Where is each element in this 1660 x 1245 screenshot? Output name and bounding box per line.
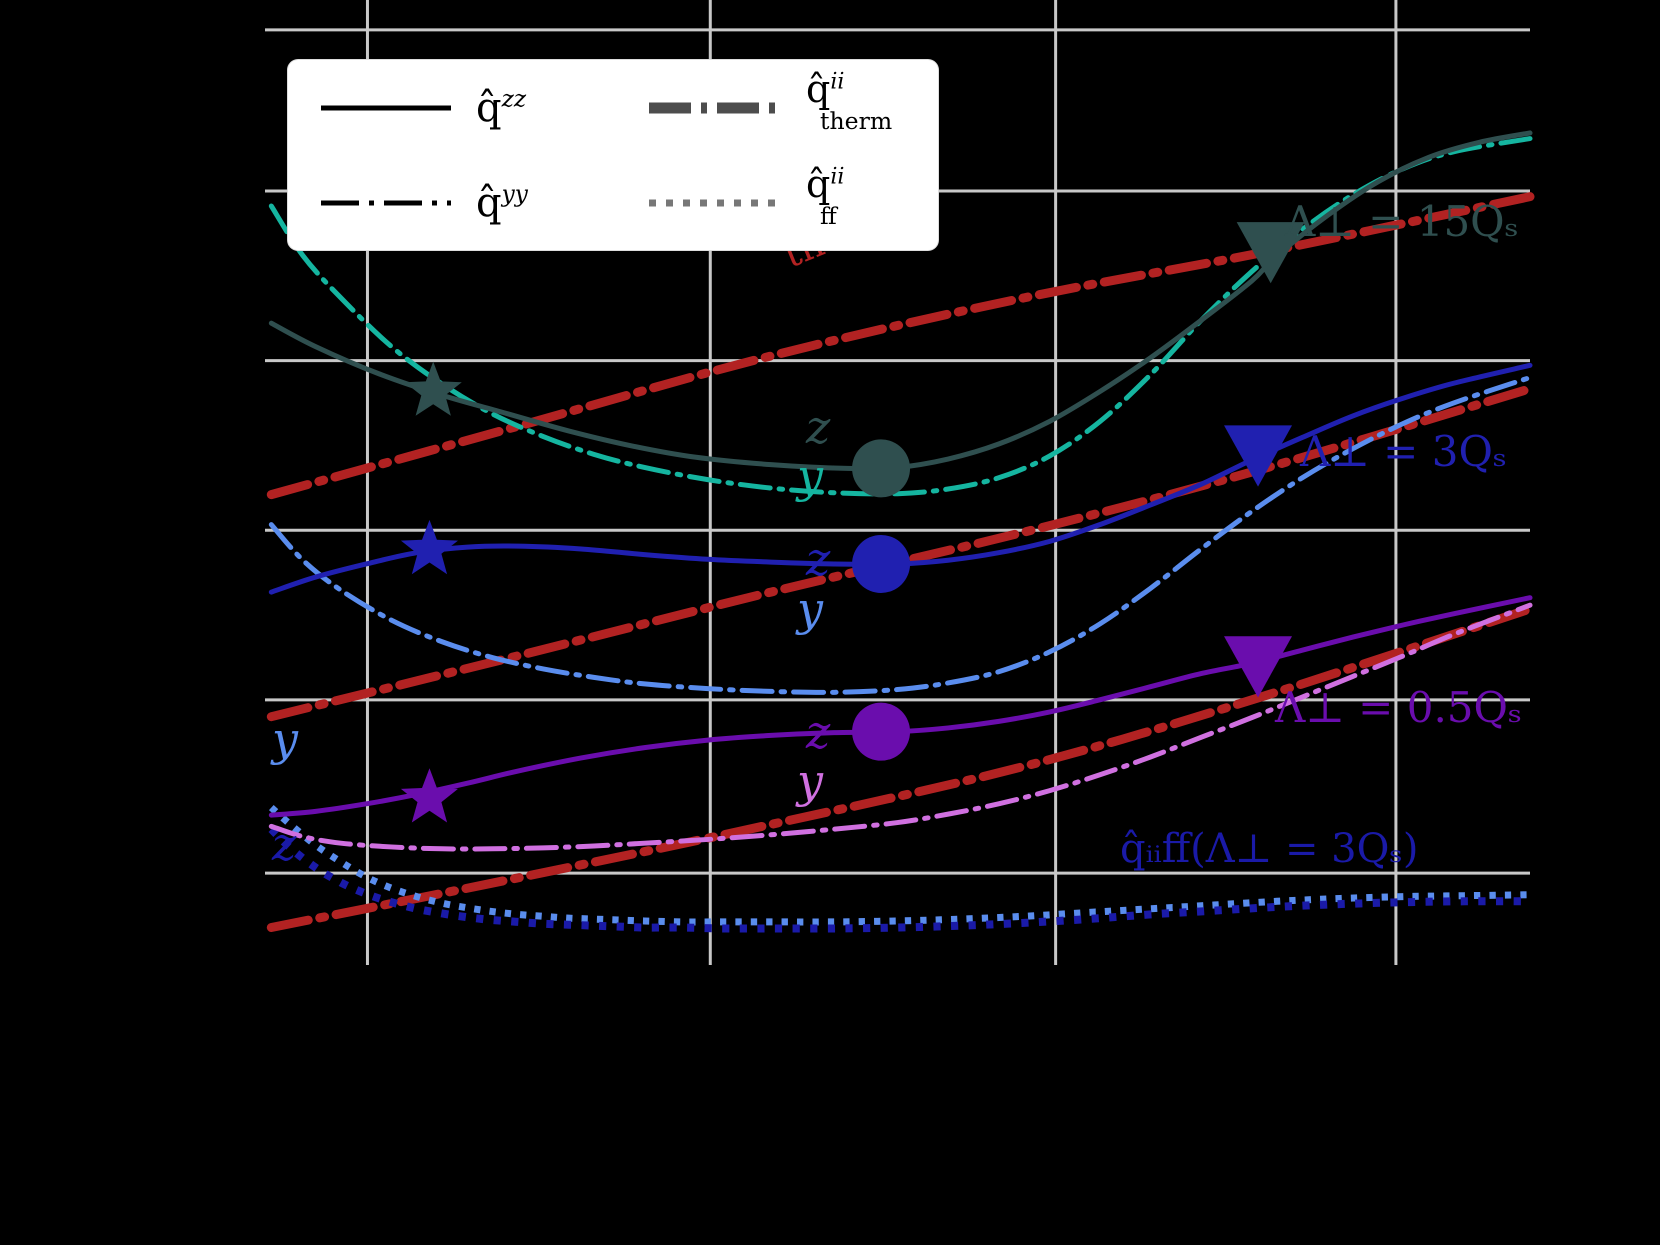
marker-triangle-qzz_15Qs xyxy=(1236,222,1305,284)
label-y-15qs: y xyxy=(795,449,824,503)
label-z-ff: z xyxy=(271,817,297,871)
legend-label-q-yy: q̂yy xyxy=(476,179,528,226)
legend-swatch-q-zz xyxy=(296,96,476,120)
legend-box: q̂zz q̂ii therm q̂yy q̂ii ff xyxy=(288,60,938,250)
series-thermal_05Qs xyxy=(266,604,1535,933)
marker-star-qzz_15Qs xyxy=(404,361,462,416)
label-y-3qs: y xyxy=(795,582,824,636)
series-qff_yy_3Qs xyxy=(268,804,1531,926)
marker-star-qzz_05Qs xyxy=(400,768,458,823)
legend-swatch-q-therm xyxy=(626,95,806,121)
marker-triangle-qzz_3Qs xyxy=(1224,425,1293,487)
series-qyy_05Qs xyxy=(268,602,1533,852)
marker-circle-qzz_05Qs xyxy=(852,702,911,761)
series-qyy_3Qs xyxy=(268,375,1533,695)
label-y-05qs: y xyxy=(795,754,824,808)
lambda-15qs: Λ⊥ = 15Qₛ xyxy=(1284,197,1519,246)
label-z-15qs: z xyxy=(805,400,831,454)
legend-label-q-therm: q̂ii therm xyxy=(806,67,893,135)
legend-swatch-q-yy xyxy=(296,191,476,215)
marker-circle-qzz_3Qs xyxy=(852,534,911,593)
label-z-05qs: z xyxy=(805,705,831,759)
marker-circle-qzz_15Qs xyxy=(852,439,911,498)
lambda-3qs: Λ⊥ = 3Qₛ xyxy=(1299,427,1507,476)
marker-star-qzz_3Qs xyxy=(400,519,458,575)
series-qzz_3Qs xyxy=(268,362,1533,595)
legend-swatch-q-ff xyxy=(626,191,806,215)
series-markers xyxy=(400,222,1305,823)
legend-label-q-zz: q̂zz xyxy=(476,84,527,131)
series-qzz_05Qs xyxy=(268,595,1533,818)
series-qff_zz_3Qs xyxy=(268,826,1531,933)
data-curves xyxy=(266,130,1535,933)
series-qzz_15Qs xyxy=(268,130,1533,472)
label-z-3qs: z xyxy=(805,532,831,586)
lambda-05qs: Λ⊥ = 0.5Qₛ xyxy=(1274,683,1522,732)
marker-triangle-qzz_05Qs xyxy=(1224,636,1293,698)
label-y-ff: y xyxy=(270,712,299,766)
legend-label-q-ff: q̂ii ff xyxy=(806,162,845,230)
series-thermal_15Qs xyxy=(266,192,1535,500)
qff-3qs-label: q̂ᵢᵢff(Λ⊥ = 3Qₛ) xyxy=(1120,826,1419,872)
